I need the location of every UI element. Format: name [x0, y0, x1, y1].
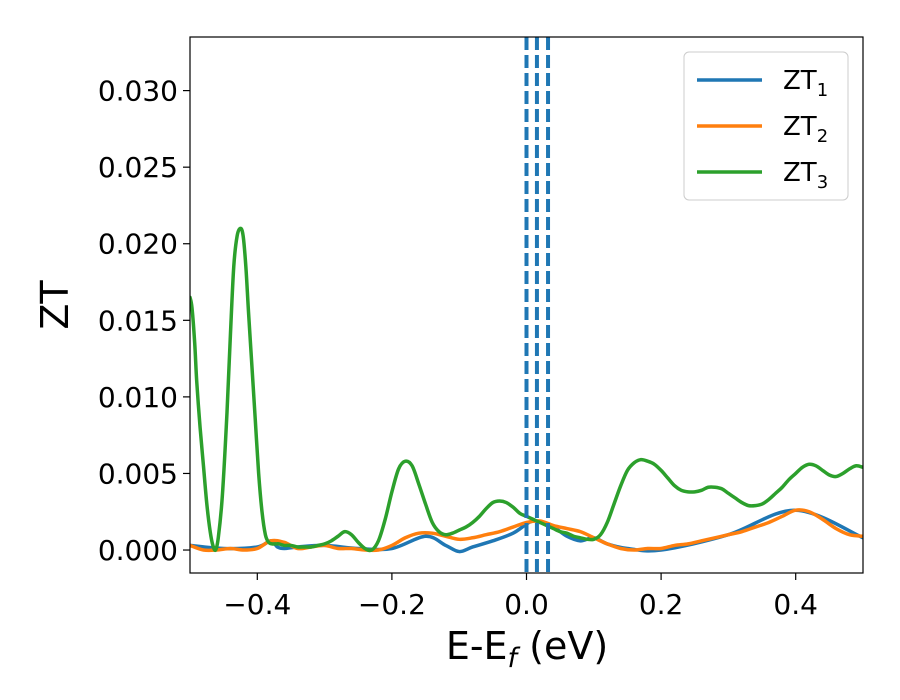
- x-axis-label: E-Ef (eV): [446, 624, 608, 674]
- legend: ZT1 ZT2 ZT3: [683, 51, 849, 201]
- y-tick-label: 0.025: [98, 151, 178, 184]
- y-axis-label: ZT: [33, 280, 77, 330]
- legend-label-zt3: ZT3: [783, 158, 828, 193]
- legend-label-zt1: ZT1: [783, 66, 828, 101]
- y-tick-label: 0.015: [98, 304, 178, 337]
- y-tick-label: 0.005: [98, 457, 178, 490]
- x-tick-label: 0.0: [504, 588, 549, 621]
- legend-box: [683, 51, 849, 201]
- legend-label-zt2: ZT2: [783, 112, 828, 147]
- y-tick-label: 0.010: [98, 381, 178, 414]
- x-axis-ticks: −0.4 −0.2 0.0 0.2 0.4: [223, 573, 818, 621]
- y-axis-ticks: 0.000 0.005 0.010 0.015 0.020 0.025 0.030: [98, 75, 190, 567]
- y-tick-label: 0.030: [98, 75, 178, 108]
- x-tick-label: −0.2: [358, 588, 426, 621]
- y-tick-label: 0.020: [98, 228, 178, 261]
- x-tick-label: 0.2: [639, 588, 684, 621]
- series-line-zt3: [190, 226, 863, 553]
- x-tick-label: −0.4: [223, 588, 291, 621]
- series-layer: [190, 226, 863, 554]
- x-tick-label: 0.4: [773, 588, 818, 621]
- y-tick-label: 0.000: [98, 534, 178, 567]
